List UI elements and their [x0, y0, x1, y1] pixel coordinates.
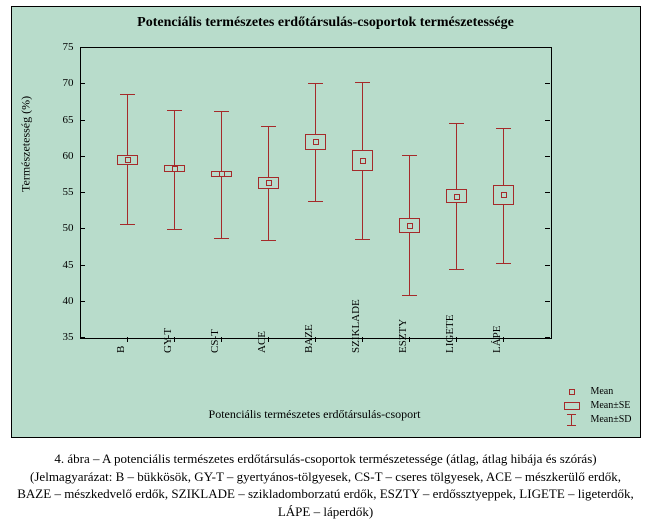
whisker-cap: [214, 111, 228, 112]
y-axis-label: Természetesség (%): [18, 96, 33, 192]
y-tick-label: 60: [44, 150, 74, 162]
whisker: [362, 171, 363, 239]
whisker-cap: [355, 239, 369, 240]
y-tick-label: 55: [44, 186, 74, 198]
mean-marker: [172, 166, 178, 172]
chart-title: Potenciális természetes erdőtársulás-cso…: [12, 15, 640, 31]
whisker: [409, 233, 410, 295]
plot-area: [81, 48, 551, 338]
legend-sd-label: Mean±SD: [590, 413, 631, 427]
whisker-cap: [496, 263, 510, 264]
mean-marker: [125, 157, 131, 163]
y-tick-label: 70: [44, 77, 74, 89]
whisker: [221, 111, 222, 170]
whisker: [127, 165, 128, 224]
whisker: [456, 203, 457, 269]
legend-se-label: Mean±SE: [590, 399, 630, 413]
whisker: [503, 205, 504, 262]
whisker: [362, 82, 363, 150]
x-axis-label: Potenciális természetes erdőtársulás-cso…: [80, 407, 550, 422]
y-tick-label: 50: [44, 222, 74, 234]
mean-marker: [360, 158, 366, 164]
whisker-cap: [167, 110, 181, 111]
y-tick-label: 35: [44, 331, 74, 343]
legend-sd: Mean±SD: [560, 413, 631, 427]
mean-marker: [407, 223, 413, 229]
whisker-cap: [214, 238, 228, 239]
legend-mean: Mean: [560, 385, 631, 399]
y-tick-label: 45: [44, 259, 74, 271]
whisker: [315, 83, 316, 134]
whisker-cap: [449, 123, 463, 124]
whisker: [174, 172, 175, 229]
whisker-cap: [496, 128, 510, 129]
legend: Mean Mean±SE Mean±SD: [560, 385, 631, 427]
mean-marker: [219, 171, 225, 177]
whisker: [456, 123, 457, 189]
whisker: [221, 177, 222, 238]
plot-frame: [80, 47, 552, 339]
legend-se-icon: [560, 400, 584, 412]
mean-marker: [501, 192, 507, 198]
whisker: [409, 155, 410, 217]
legend-mean-icon: [560, 386, 584, 398]
y-tick-label: 75: [44, 41, 74, 53]
legend-sd-icon: [560, 414, 584, 426]
whisker-cap: [449, 269, 463, 270]
y-tick-label: 40: [44, 295, 74, 307]
whisker-cap: [261, 240, 275, 241]
whisker-cap: [167, 229, 181, 230]
chart-panel: Potenciális természetes erdőtársulás-cso…: [11, 6, 641, 438]
legend-se: Mean±SE: [560, 399, 631, 413]
whisker-cap: [308, 201, 322, 202]
whisker-cap: [355, 82, 369, 83]
figure-wrap: Potenciális természetes erdőtársulás-cso…: [0, 0, 651, 530]
whisker: [503, 128, 504, 185]
whisker-cap: [402, 295, 416, 296]
y-tick-label: 65: [44, 114, 74, 126]
whisker-cap: [261, 126, 275, 127]
whisker: [268, 189, 269, 240]
whisker-cap: [120, 94, 134, 95]
figure-caption: 4. ábra – A potenciális természetes erdő…: [10, 450, 641, 520]
whisker-cap: [120, 224, 134, 225]
mean-marker: [313, 139, 319, 145]
legend-mean-label: Mean: [590, 385, 613, 399]
whisker: [127, 94, 128, 155]
mean-marker: [454, 194, 460, 200]
whisker-cap: [308, 83, 322, 84]
whisker: [268, 126, 269, 177]
mean-marker: [266, 180, 272, 186]
whisker-cap: [402, 155, 416, 156]
whisker: [315, 150, 316, 201]
whisker: [174, 110, 175, 165]
